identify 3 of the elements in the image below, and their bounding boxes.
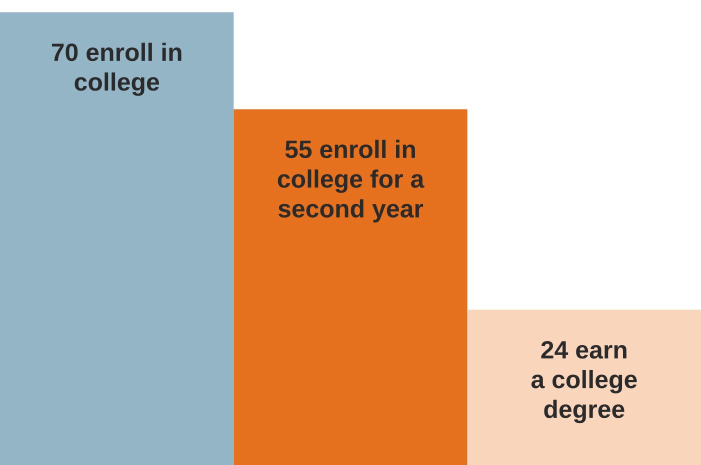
data-label: 55 enroll in college for a second year — [278, 140, 424, 223]
data-label: 24 earn a college degree — [531, 340, 637, 424]
data-label: 70 enroll in college — [52, 42, 182, 96]
